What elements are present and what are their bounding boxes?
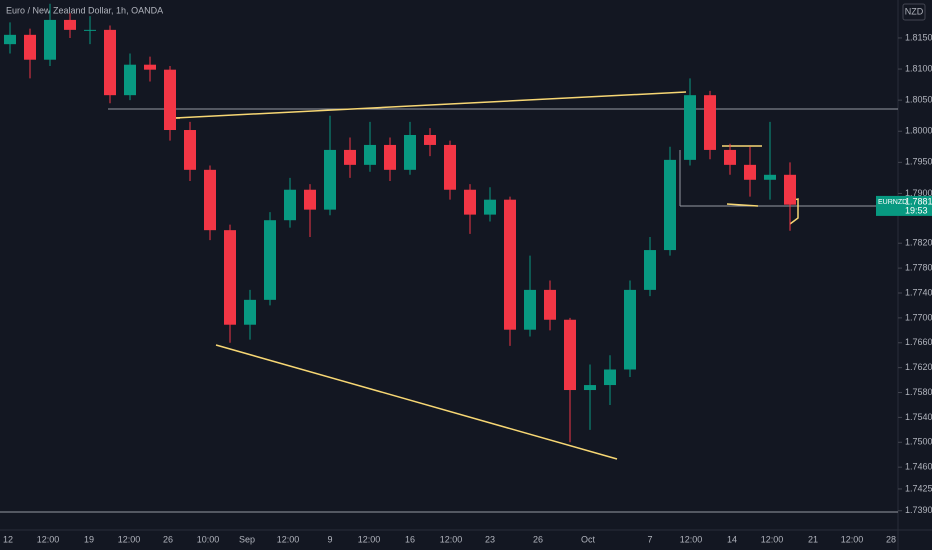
x-tick-label: 19 [84,534,94,544]
y-tick-label: 1.78200 [905,238,932,248]
x-tick-label: 12:00 [118,534,141,544]
candle-body [304,189,316,210]
y-tick-label: 1.80000 [905,126,932,136]
x-tick-label: Sep [239,534,255,544]
candle-body [4,34,16,45]
x-tick-label: 12:00 [440,534,463,544]
candle-body [344,149,356,165]
candle-body [84,29,96,31]
last-price-box [876,195,932,216]
candle-body [264,220,276,300]
x-tick-label: 21 [808,534,818,544]
candle-body [244,299,256,325]
y-tick-label: 1.77400 [905,287,932,297]
y-tick-label: 1.73900 [905,505,932,515]
candle-body [624,289,636,370]
x-tick-label: 12 [3,534,13,544]
candle-body [684,95,696,160]
x-tick-label: Oct [581,534,596,544]
candle-body [524,289,536,330]
y-tick-label: 1.76200 [905,362,932,372]
x-tick-label: 12:00 [277,534,300,544]
trend-line [726,203,759,207]
y-tick-label: 1.76600 [905,337,932,347]
countdown-label: 19:53 [905,205,928,215]
x-tick-label: 23 [485,534,495,544]
x-tick-label: 14 [727,534,737,544]
y-tick-label: 1.75800 [905,387,932,397]
candle-body [24,34,36,60]
x-tick-label: 10:00 [197,534,220,544]
candle-body [784,174,796,205]
candle-body [44,19,56,60]
candle-body [644,250,656,290]
y-tick-label: 1.80500 [905,95,932,105]
candle-body [724,149,736,165]
candle-body [704,95,716,150]
y-tick-label: 1.77000 [905,312,932,322]
x-tick-label: 12:00 [761,534,784,544]
x-tick-label: 12:00 [841,534,864,544]
y-tick-label: 1.79000 [905,188,932,198]
trend-line [174,91,687,119]
candle-body [104,29,116,96]
x-tick-label: 26 [533,534,543,544]
y-tick-label: 1.81000 [905,63,932,73]
y-tick-label: 1.74600 [905,462,932,472]
x-tick-label: 12:00 [358,534,381,544]
x-tick-label: 9 [327,534,332,544]
trend-line [215,344,618,460]
x-tick-label: 16 [405,534,415,544]
candle-body [364,144,376,165]
candle-body [124,64,136,96]
candle-body [384,144,396,170]
y-tick-label: 1.79500 [905,157,932,167]
currency: NZD [905,6,924,16]
y-tick-label: 1.75000 [905,437,932,447]
candle-body [504,199,516,330]
y-tick-label: 1.81500 [905,32,932,42]
candle-body [144,64,156,70]
candle-body [484,199,496,215]
candle-body [544,289,556,320]
currency-box[interactable] [902,3,926,21]
y-tick-label: 1.74250 [905,483,932,493]
chart-title: Euro / New Zealand Dollar, 1h, OANDA [6,5,163,15]
candle-body [284,189,296,221]
candle-body [764,174,776,180]
candle-body [404,134,416,170]
x-tick-label: 12:00 [680,534,703,544]
candle-body [604,369,616,386]
candle-body [324,149,336,210]
candle-body [64,19,76,30]
last-price-label: 1.78816 [905,196,932,206]
candle-body [424,134,436,145]
candle-body [164,69,176,131]
candle-body [584,385,596,391]
candle-body [564,319,576,391]
x-tick-label: 12:00 [37,534,60,544]
candle-body [204,169,216,231]
candle-body [744,164,756,180]
candle-body [224,230,236,325]
candle-body [444,144,456,190]
candle-body [664,159,676,251]
x-tick-label: 26 [163,534,173,544]
x-tick-label: 7 [647,534,652,544]
x-tick-label: 28 [886,534,896,544]
candle-body [184,130,196,170]
y-tick-label: 1.77800 [905,262,932,272]
y-tick-label: 1.75400 [905,412,932,422]
symbol-label: EURNZD [878,199,907,206]
candle-body [464,189,476,215]
